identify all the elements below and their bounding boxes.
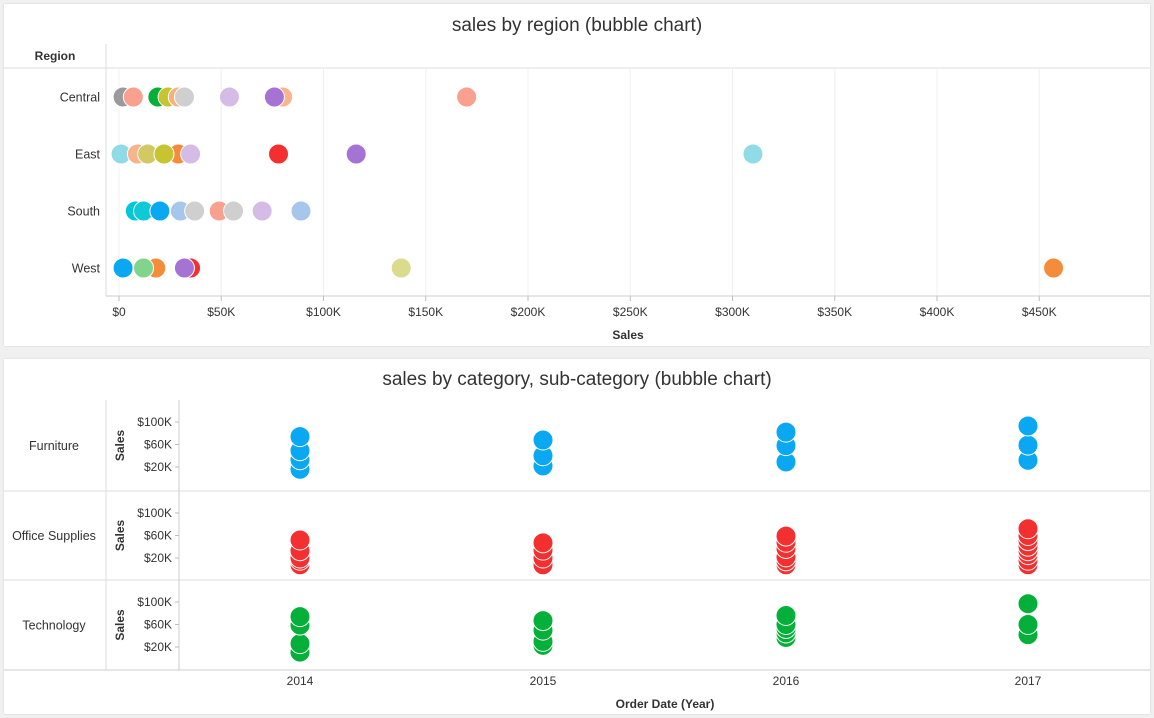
y-tick-label: $20K [144, 460, 172, 474]
bubble-west [173, 257, 195, 279]
x-tick-label: $50K [207, 305, 235, 319]
x-tick-label: $200K [511, 305, 546, 319]
row-label-east: East [75, 148, 101, 162]
x-tick-label: $450K [1022, 305, 1057, 319]
bubble-technology [289, 633, 311, 655]
bubble-office-supplies [775, 525, 797, 547]
bubble-furniture [775, 421, 797, 443]
row-label-furniture: Furniture [29, 439, 79, 453]
y-axis-title: Sales [113, 519, 127, 551]
bubble-west [1043, 257, 1065, 279]
row-label-office-supplies: Office Supplies [12, 529, 96, 543]
y-tick-label: $100K [137, 595, 172, 609]
bubble-east [180, 143, 202, 165]
x-tick-label-2015: 2015 [530, 674, 557, 688]
x-tick-label: $350K [817, 305, 852, 319]
row-label-technology: Technology [22, 619, 86, 633]
bubble-technology [775, 605, 797, 626]
bubble-central [263, 86, 285, 108]
x-tick-label-2014: 2014 [287, 674, 314, 688]
y-tick-label: $60K [144, 529, 172, 543]
bubble-technology [289, 606, 311, 628]
region-chart-title: sales by region (bubble chart) [451, 15, 703, 36]
bubble-furniture [289, 426, 311, 448]
bubble-office-supplies [532, 532, 554, 554]
bubble-furniture [532, 429, 554, 451]
bubble-technology [532, 610, 554, 632]
bubble-technology [1017, 614, 1039, 635]
bubble-west [133, 257, 155, 279]
y-tick-label: $60K [144, 618, 172, 632]
x-axis-title: Sales [612, 328, 644, 342]
x-tick-label: $400K [920, 305, 955, 319]
bubble-furniture [1017, 415, 1039, 437]
bubble-office-supplies [289, 529, 311, 551]
x-tick-label: $300K [715, 305, 750, 319]
x-tick-label: $0 [112, 305, 126, 319]
row-label-south: South [67, 205, 100, 219]
bubble-south [290, 200, 312, 222]
y-tick-label: $20K [144, 551, 172, 565]
bubble-east [153, 143, 175, 165]
row-header-region: Region [35, 49, 76, 63]
y-axis-title: Sales [113, 609, 127, 641]
region-chart-panel: sales by region (bubble chart) [4, 4, 1150, 346]
bubble-furniture [1017, 434, 1039, 456]
x-tick-label: $250K [613, 305, 648, 319]
y-tick-label: $100K [137, 506, 172, 520]
bubble-office-supplies [1017, 518, 1039, 540]
bubble-technology [1017, 593, 1039, 615]
y-axis-title: Sales [113, 429, 127, 461]
bubble-central [218, 86, 240, 108]
y-tick-label: $20K [144, 640, 172, 654]
bubble-east [268, 143, 290, 165]
y-tick-label: $60K [144, 438, 172, 452]
bubble-central [456, 86, 478, 108]
category-chart-title: sales by category, sub-category (bubble … [382, 369, 772, 390]
bubble-east [742, 143, 764, 165]
x-tick-label-2017: 2017 [1015, 674, 1042, 688]
category-chart-panel: sales by category, sub-category (bubble … [4, 359, 1150, 714]
x-tick-label-2016: 2016 [773, 674, 800, 688]
bubble-east [345, 143, 367, 165]
x-axis-title: Order Date (Year) [616, 697, 715, 711]
x-tick-label: $150K [408, 305, 443, 319]
bubble-west [390, 257, 412, 279]
bubble-central [173, 86, 195, 108]
row-label-west: West [72, 262, 101, 276]
x-tick-label: $100K [306, 305, 341, 319]
bubble-south [184, 200, 206, 222]
row-label-central: Central [60, 91, 100, 105]
bubble-south [251, 200, 273, 222]
bubble-south [223, 200, 245, 222]
y-tick-label: $100K [137, 415, 172, 429]
bubble-central [122, 86, 144, 108]
